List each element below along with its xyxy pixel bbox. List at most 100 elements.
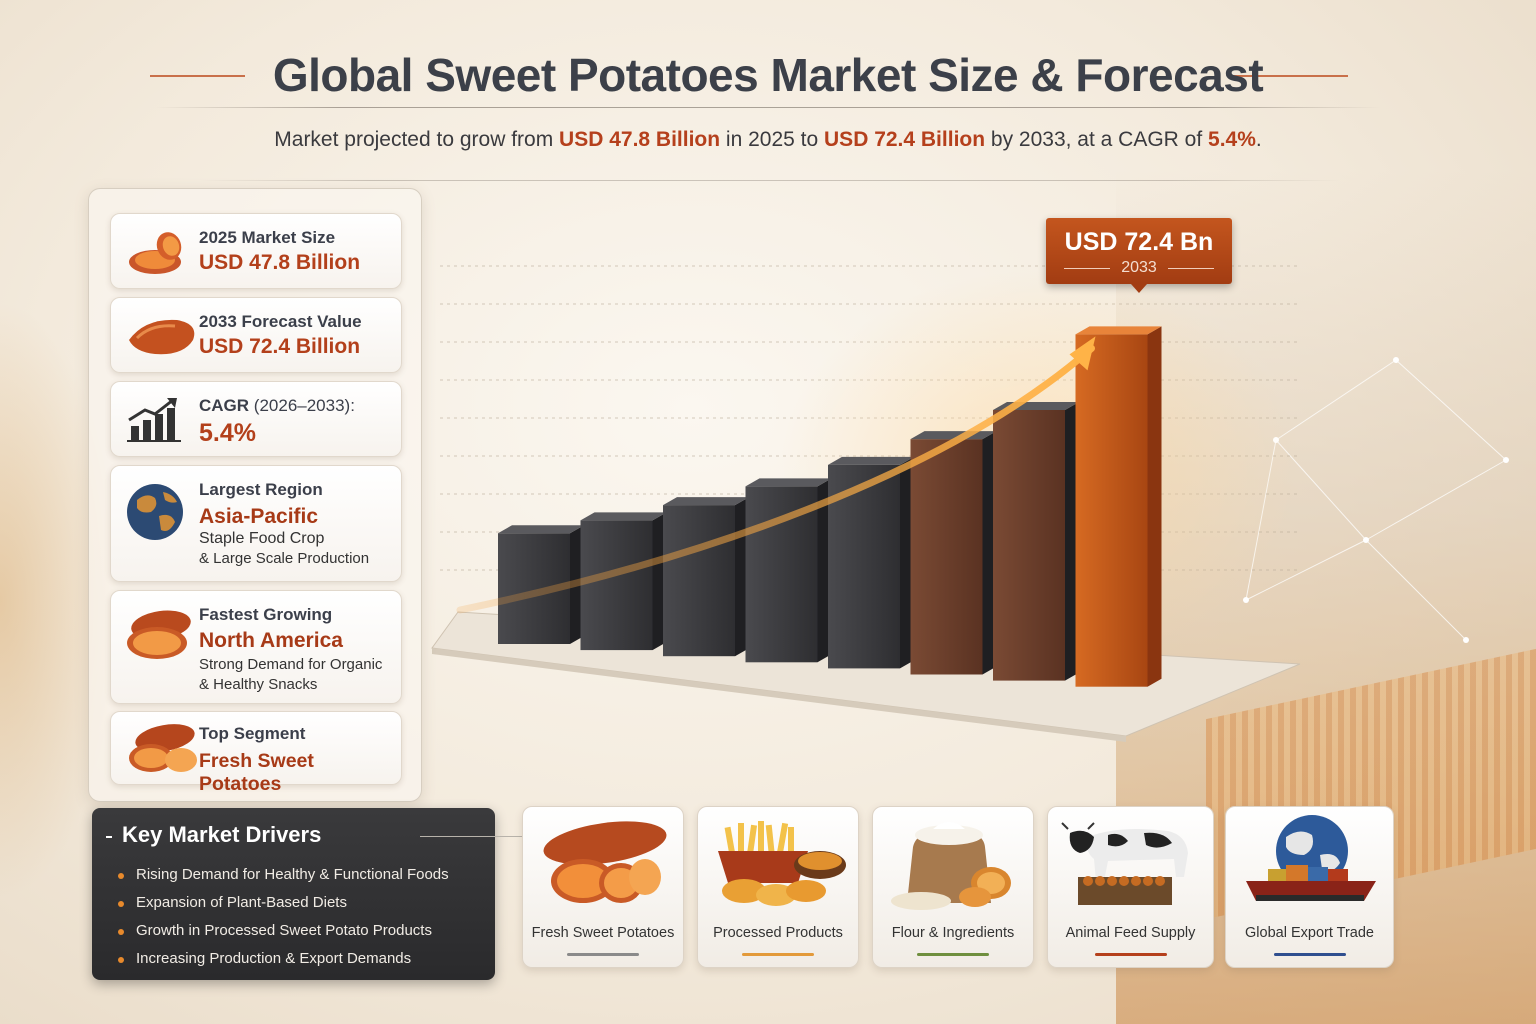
driver-item: Increasing Production & Export Demands	[112, 947, 449, 975]
driver-item: Expansion of Plant-Based Diets	[112, 891, 449, 919]
segment-card-processed: Processed Products	[697, 806, 859, 968]
cagr-period: (2026–2033):	[253, 396, 355, 415]
driver-item: Rising Demand for Healthy & Functional F…	[112, 863, 449, 891]
stat-card-cagr: CAGR (2026–2033): 5.4%	[110, 381, 402, 457]
segment-accent	[1094, 953, 1167, 956]
title-decor-right	[1233, 75, 1348, 77]
segment-card-animal-feed: Animal Feed Supply	[1047, 806, 1214, 968]
title-decor-left	[150, 75, 245, 77]
subtitle-highlight: USD 47.8 Billion	[559, 128, 721, 151]
subtitle-highlight: 5.4%	[1208, 128, 1256, 151]
subtitle-text: Market projected to grow from	[274, 128, 560, 151]
stat-note-fastest-2: & Healthy Snacks	[199, 676, 318, 693]
stat-card-2025: 2025 Market Size USD 47.8 Billion	[110, 213, 402, 289]
stat-value-region: Asia-Pacific	[199, 505, 319, 528]
stat-label-2025: 2025 Market Size	[199, 228, 336, 247]
bar-6	[910, 431, 997, 675]
title-divider	[155, 107, 1380, 108]
stat-value-2025: USD 47.8 Billion	[199, 251, 361, 274]
stat-card-largest-region: Largest Region Asia-Pacific Staple Food …	[110, 465, 402, 582]
stat-value-2033: USD 72.4 Billion	[199, 335, 361, 358]
subtitle-text: in 2025 to	[720, 128, 825, 151]
stat-value-segment: Fresh Sweet Potatoes	[199, 750, 314, 795]
key-market-drivers: Key Market Drivers Rising Demand for Hea…	[92, 808, 575, 980]
page-title: Global Sweet Potatoes Market Size & Fore…	[272, 49, 1264, 101]
subtitle-highlight: USD 72.4 Billion	[824, 128, 986, 151]
callout-line-left	[1064, 268, 1110, 269]
sweet-potato-slices-icon	[129, 232, 182, 274]
bar-front	[993, 410, 1065, 681]
page-subtitle: Market projected to grow from USD 47.8 B…	[0, 128, 1536, 152]
bar-5	[828, 456, 914, 669]
stat-label-fastest: Fastest Growing	[199, 605, 333, 624]
bar-front	[663, 505, 735, 657]
stat-label-region: Largest Region	[199, 480, 323, 499]
bar-2	[580, 512, 667, 651]
growth-chart-icon	[127, 398, 181, 442]
globe-icon	[127, 484, 183, 540]
chart-platform-edge	[432, 648, 1126, 742]
stat-label-2033: 2033 Forecast Value	[199, 312, 362, 331]
stat-note-region-2: & Large Scale Production	[199, 550, 370, 567]
flour-sack-icon	[891, 822, 1011, 910]
cagr-label-text: CAGR	[199, 396, 250, 415]
callout-line-right	[1168, 268, 1214, 269]
bar-side	[1147, 326, 1162, 687]
globe-ship-icon	[1246, 815, 1376, 901]
stat-card-2033: 2033 Forecast Value USD 72.4 Billion	[110, 297, 402, 373]
bar-top	[745, 478, 832, 487]
bar-front	[910, 439, 983, 675]
segment-label: Flour & Ingredients	[891, 925, 1015, 941]
stat-value-cagr: 5.4%	[199, 419, 256, 447]
stat-card-fastest-growing: Fastest Growing North America Strong Dem…	[110, 590, 402, 704]
segment-label: Global Export Trade	[1245, 925, 1374, 941]
trend-arrowhead	[1069, 336, 1096, 371]
stat-card-top-segment: Top Segment Fresh Sweet Potatoes	[110, 711, 402, 795]
sweet-potato-halves-icon	[127, 610, 191, 659]
subtitle-text: .	[1255, 128, 1262, 151]
segment-label: Animal Feed Supply	[1065, 925, 1196, 941]
drivers-heading: Key Market Drivers	[122, 822, 322, 847]
segment-label: Fresh Sweet Potatoes	[531, 925, 675, 941]
bar-3	[663, 497, 749, 657]
callout-year: 2033	[1121, 259, 1157, 276]
segment-card-fresh: Fresh Sweet Potatoes	[522, 806, 684, 968]
fries-icon	[718, 821, 846, 906]
callout-value: USD 72.4 Bn	[1064, 228, 1214, 256]
stat-note-region-1: Staple Food Crop	[199, 530, 325, 547]
segment-card-export: Global Export Trade	[1225, 806, 1394, 968]
drivers-heading-dash	[106, 836, 112, 838]
segment-accent	[1273, 953, 1346, 956]
bar-7	[993, 402, 1079, 681]
bar-top	[580, 512, 667, 521]
cow-icon	[1061, 822, 1188, 905]
segment-card-flour: Flour & Ingredients	[872, 806, 1034, 968]
segment-label: Processed Products	[713, 925, 843, 941]
bar-8	[1075, 326, 1162, 687]
bar-top	[1075, 326, 1162, 335]
sweet-potato-cut-icon	[129, 724, 197, 772]
forecast-callout: USD 72.4 Bn 2033	[1046, 218, 1232, 284]
bar-top	[663, 497, 749, 506]
subtitle-divider	[200, 180, 1340, 181]
sweet-potato-icon	[543, 821, 667, 903]
sweet-potato-icon	[129, 319, 195, 355]
segment-accent	[917, 953, 989, 956]
callout-pointer	[1131, 284, 1147, 293]
stat-label-segment: Top Segment	[199, 724, 306, 743]
stat-value-fastest: North America	[199, 629, 343, 652]
bar-top	[828, 456, 914, 465]
bar-top	[910, 431, 997, 440]
drivers-heading-rule	[420, 836, 575, 837]
stat-note-fastest-1: Strong Demand for Organic	[199, 656, 383, 673]
subtitle-text: by 2033, at a CAGR of	[985, 128, 1209, 151]
bar-top	[498, 525, 584, 534]
trend-arrow	[456, 344, 1095, 614]
bar-front	[1075, 334, 1148, 687]
segment-accent	[567, 953, 639, 956]
drivers-list: Rising Demand for Healthy & Functional F…	[112, 863, 449, 975]
bar-front	[580, 520, 653, 651]
segment-accent	[742, 953, 814, 956]
stat-label-cagr: CAGR (2026–2033):	[199, 396, 355, 416]
